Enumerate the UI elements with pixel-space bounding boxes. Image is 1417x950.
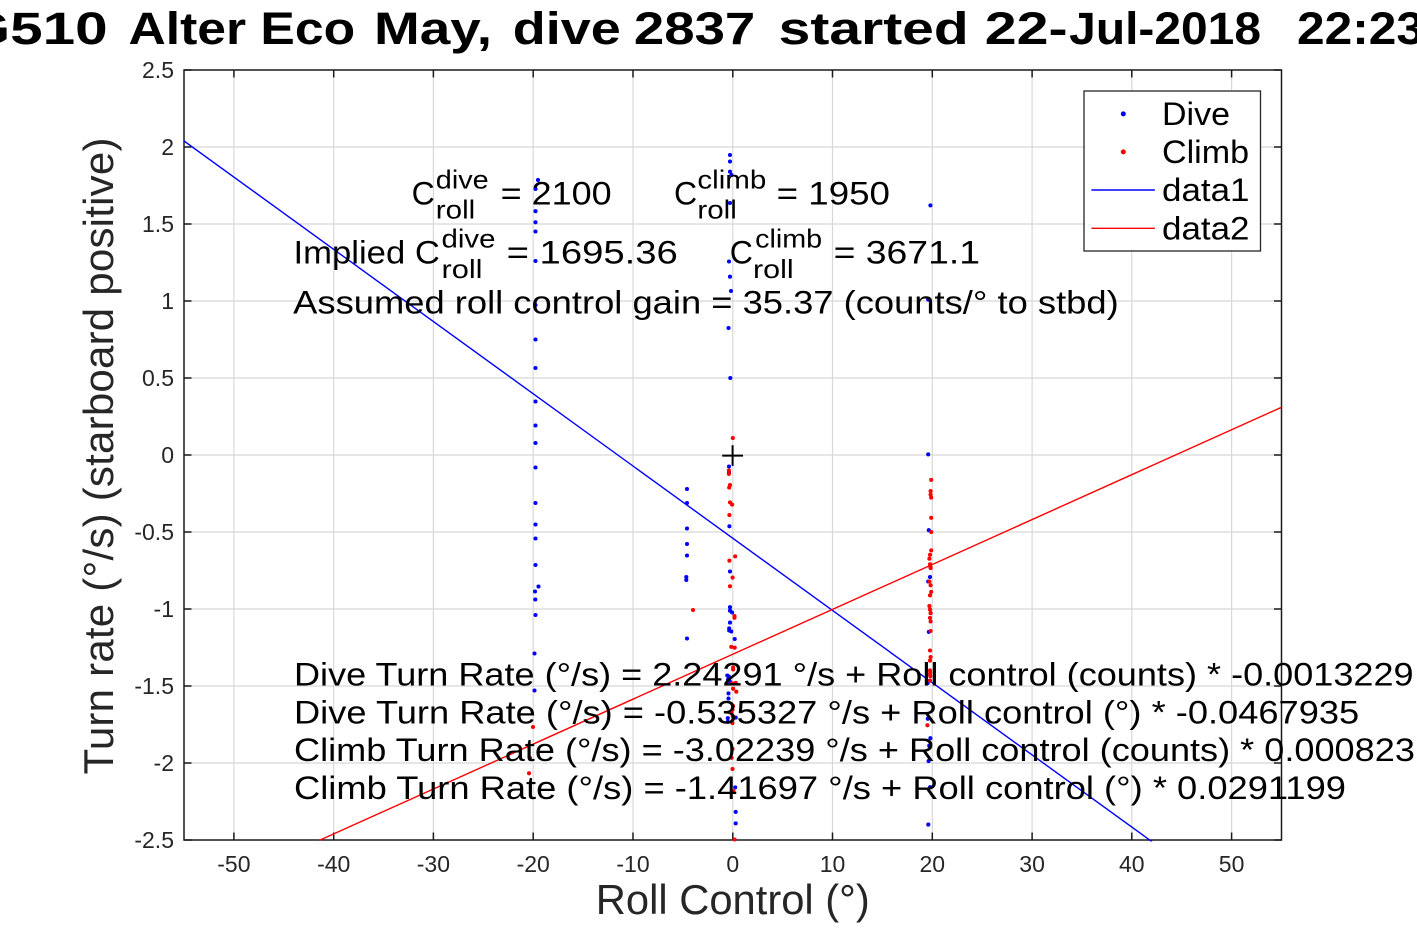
svg-text:Climb: Climb <box>1162 134 1249 170</box>
svg-text:22-: 22- <box>985 3 1068 54</box>
svg-text:Roll Control (°): Roll Control (°) <box>596 876 870 923</box>
svg-text:30: 30 <box>1019 851 1045 877</box>
svg-text:Dive Turn Rate (°/s) = -0.5353: Dive Turn Rate (°/s) = -0.535327 °/s + R… <box>294 694 1359 730</box>
svg-text:dive: dive <box>442 224 496 254</box>
svg-text:-10: -10 <box>616 851 649 877</box>
svg-text:50: 50 <box>1219 851 1245 877</box>
svg-text:-50: -50 <box>217 851 250 877</box>
svg-text:Climb Turn Rate (°/s) = -1.416: Climb Turn Rate (°/s) = -1.41697 °/s + R… <box>294 770 1346 806</box>
svg-text:-20: -20 <box>517 851 550 877</box>
svg-text:1: 1 <box>161 288 174 314</box>
svg-text:1.5: 1.5 <box>142 211 174 237</box>
svg-text:Assumed roll control gain = 35: Assumed roll control gain = 35.37 (count… <box>293 285 1119 321</box>
svg-text:G510: G510 <box>0 3 108 54</box>
svg-text:22:23: 22:23 <box>1297 3 1417 54</box>
svg-text:10: 10 <box>820 851 846 877</box>
svg-text:-0.5: -0.5 <box>134 519 174 545</box>
svg-text:C: C <box>730 235 753 271</box>
svg-text:Dive Turn Rate (°/s) = 2.24291: Dive Turn Rate (°/s) = 2.24291 °/s + Rol… <box>294 657 1414 693</box>
svg-text:May,: May, <box>374 3 492 54</box>
svg-text:-1: -1 <box>154 596 174 622</box>
svg-text:= 1950: = 1950 <box>777 175 890 211</box>
svg-text:data1: data1 <box>1162 172 1250 208</box>
svg-text:Implied C: Implied C <box>294 235 440 271</box>
svg-text:started: started <box>779 3 969 54</box>
svg-text:data2: data2 <box>1162 210 1250 246</box>
svg-text:-30: -30 <box>417 851 450 877</box>
svg-text:C: C <box>412 175 435 211</box>
svg-text:2: 2 <box>161 134 174 160</box>
svg-text:dive: dive <box>436 165 489 195</box>
svg-text:= 3671.1: = 3671.1 <box>834 235 980 271</box>
svg-text:20: 20 <box>920 851 946 877</box>
svg-text:climb: climb <box>697 165 766 195</box>
svg-text:-40: -40 <box>317 851 350 877</box>
svg-text:2837: 2837 <box>634 3 755 54</box>
svg-text:Climb Turn Rate (°/s) = -3.022: Climb Turn Rate (°/s) = -3.02239 °/s + R… <box>294 732 1415 768</box>
svg-text:Turn rate (°/s) (starboard pos: Turn rate (°/s) (starboard positive) <box>75 138 122 775</box>
svg-text:roll: roll <box>753 254 794 284</box>
svg-text:dive: dive <box>513 3 621 54</box>
svg-text:40: 40 <box>1119 851 1145 877</box>
svg-text:= 2100: = 2100 <box>501 175 612 211</box>
svg-text:roll: roll <box>436 195 475 225</box>
svg-text:0.5: 0.5 <box>142 365 174 391</box>
svg-text:roll: roll <box>442 254 483 284</box>
svg-text:2.5: 2.5 <box>142 57 174 83</box>
svg-text:Jul-2018: Jul-2018 <box>1069 3 1261 54</box>
svg-text:-2: -2 <box>154 750 174 776</box>
svg-text:Alter Eco: Alter Eco <box>129 3 356 54</box>
svg-text:C: C <box>674 175 697 211</box>
svg-text:0: 0 <box>726 851 739 877</box>
svg-text:-1.5: -1.5 <box>134 673 174 699</box>
svg-text:roll: roll <box>697 195 736 225</box>
svg-text:-2.5: -2.5 <box>134 827 174 853</box>
svg-text:= 1695.36: = 1695.36 <box>507 235 678 271</box>
svg-text:0: 0 <box>161 442 174 468</box>
svg-text:climb: climb <box>755 224 822 254</box>
svg-text:Dive: Dive <box>1162 96 1230 132</box>
